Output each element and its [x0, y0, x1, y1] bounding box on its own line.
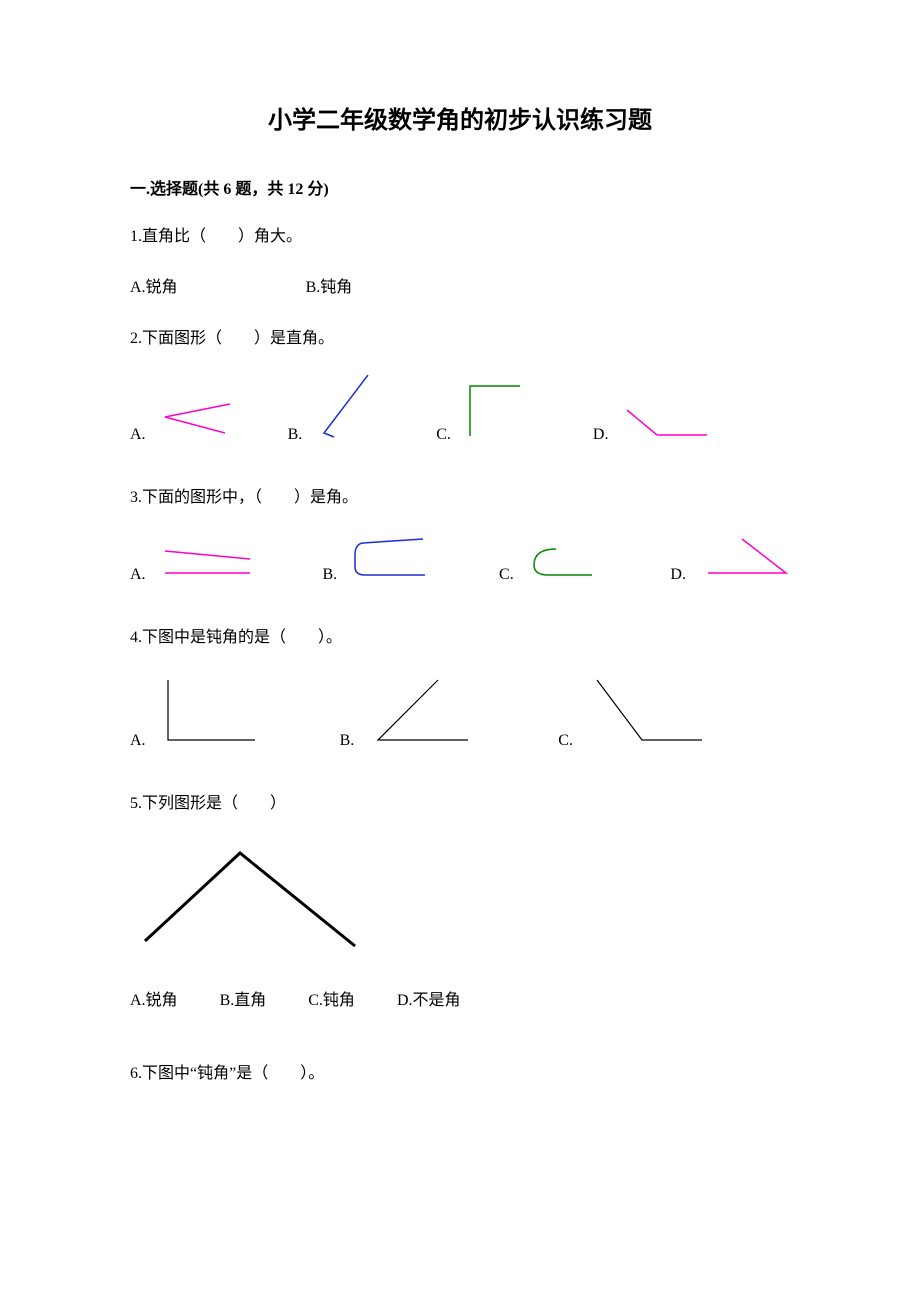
q4-shape-a: [160, 675, 260, 750]
q5-opt-b: B.直角: [220, 992, 267, 1009]
q4-label-b: B.: [340, 732, 355, 750]
q1-opt-a: A.锐角: [130, 279, 178, 296]
q1-options: A.锐角 B.钝角: [130, 274, 790, 303]
q5-shape: [130, 841, 790, 956]
q3-label-b: B.: [322, 566, 337, 584]
q3-label-d: D.: [670, 566, 686, 584]
q2-shape-c: [465, 381, 525, 444]
q2-options: A. B. C. D.: [130, 375, 790, 444]
q2-shape-a: [160, 399, 240, 444]
q2-label-a: A.: [130, 426, 146, 444]
q3-shape-b: [351, 535, 431, 584]
q2-label-c: C.: [436, 426, 451, 444]
q4-text: 4.下图中是钝角的是（ ）。: [130, 624, 790, 653]
q2-label-b: B.: [288, 426, 303, 444]
page-title: 小学二年级数学角的初步认识练习题: [130, 100, 790, 135]
q2-label-d: D.: [593, 426, 609, 444]
q2-text: 2.下面图形（ ）是直角。: [130, 325, 790, 354]
q6-text: 6.下图中“钝角”是（ ）。: [130, 1060, 790, 1089]
q2-shape-b: [316, 375, 376, 444]
q4-shape-b: [368, 675, 478, 750]
q3-shape-d: [700, 535, 790, 584]
q1-opt-b: B.钝角: [306, 279, 353, 296]
q4-label-a: A.: [130, 732, 146, 750]
worksheet-page: 小学二年级数学角的初步认识练习题 一.选择题(共 6 题，共 12 分) 1.直…: [0, 0, 920, 1302]
q2-shape-d: [622, 405, 712, 444]
q5-text: 5.下列图形是（ ）: [130, 790, 790, 819]
q3-text: 3.下面的图形中，（ ）是角。: [130, 484, 790, 513]
q1-text: 1.直角比（ ）角大。: [130, 223, 790, 252]
q3-options: A. B. C. D.: [130, 535, 790, 584]
section-heading: 一.选择题(共 6 题，共 12 分): [130, 175, 790, 199]
q3-label-c: C.: [499, 566, 514, 584]
q4-options: A. B. C.: [130, 675, 790, 750]
q3-shape-a: [160, 543, 255, 584]
q4-shape-c: [587, 675, 707, 750]
q5-options: A.锐角 B.直角 C.钝角 D.不是角: [130, 986, 790, 1010]
q4-label-c: C.: [558, 732, 573, 750]
q5-opt-c: C.钝角: [308, 992, 355, 1009]
q5-opt-a: A.锐角: [130, 992, 178, 1009]
q3-label-a: A.: [130, 566, 146, 584]
q5-opt-d: D.不是角: [397, 992, 461, 1009]
q3-shape-c: [528, 543, 598, 584]
